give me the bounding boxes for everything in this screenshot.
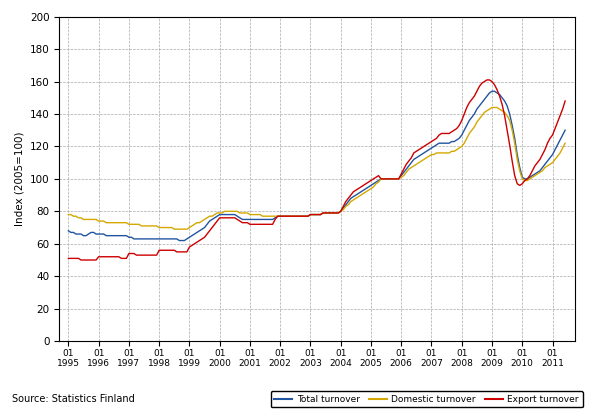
Domestic turnover (503, 113, 511, 118)
Total turnover (562, 128, 569, 133)
Export turnover (133, 253, 140, 258)
Line: Total turnover: Total turnover (68, 91, 565, 240)
Export turnover (483, 77, 490, 82)
Domestic turnover (489, 105, 496, 110)
Total turnover (531, 171, 538, 176)
Total turnover (438, 141, 445, 146)
Y-axis label: Index (2005=100): Index (2005=100) (14, 131, 24, 226)
Export turnover (380, 176, 387, 181)
Domestic turnover (531, 173, 538, 178)
Line: Export turnover: Export turnover (68, 80, 565, 260)
Total turnover (503, 103, 511, 108)
Total turnover (130, 236, 138, 241)
Text: Source: Statistics Finland: Source: Statistics Finland (12, 394, 135, 404)
Total turnover (176, 238, 183, 243)
Total turnover (65, 228, 72, 233)
Export turnover (438, 131, 445, 136)
Export turnover (78, 258, 85, 262)
Domestic turnover (100, 218, 107, 223)
Export turnover (103, 254, 110, 259)
Legend: Total turnover, Domestic turnover, Export turnover: Total turnover, Domestic turnover, Expor… (270, 391, 582, 407)
Domestic turnover (171, 227, 178, 232)
Export turnover (562, 99, 569, 104)
Domestic turnover (130, 222, 138, 227)
Export turnover (531, 163, 538, 168)
Domestic turnover (65, 212, 72, 217)
Line: Domestic turnover: Domestic turnover (68, 107, 565, 229)
Domestic turnover (438, 151, 445, 156)
Export turnover (503, 128, 511, 133)
Total turnover (100, 232, 107, 237)
Export turnover (65, 256, 72, 261)
Domestic turnover (562, 141, 569, 146)
Total turnover (380, 176, 387, 181)
Total turnover (489, 89, 496, 94)
Domestic turnover (380, 176, 387, 181)
